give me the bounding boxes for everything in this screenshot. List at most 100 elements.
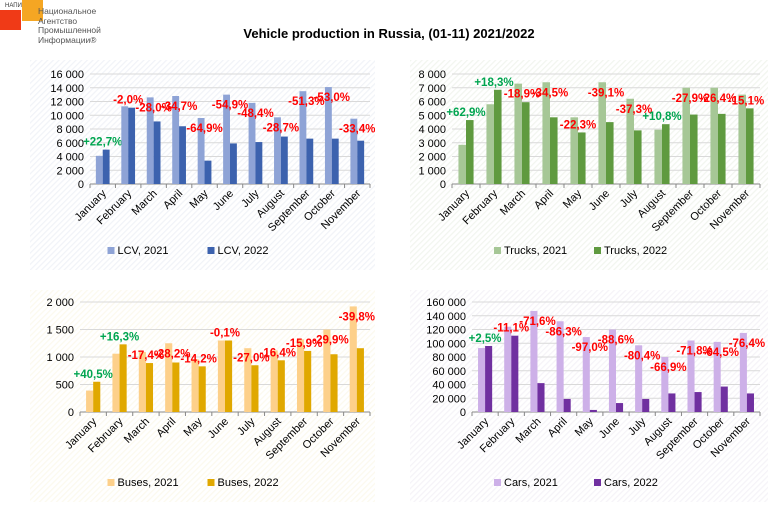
legend-label: Cars, 2022 (604, 477, 658, 489)
data-label: -39,8% (339, 311, 375, 323)
y-tick-label: 500 (56, 380, 74, 392)
legend-swatch (594, 479, 601, 486)
lcv-chart: 0 2 000 4 000 6 000 8 000 10 000 12 000 14 000 1… (30, 60, 375, 270)
data-label: -39,1% (588, 87, 624, 99)
bar-lcv-2022 (306, 138, 314, 184)
y-tick-label: 120 000 (426, 325, 466, 337)
bar-trucks-2022 (550, 117, 558, 184)
legend-label: Cars, 2021 (504, 477, 558, 489)
data-label: -33,4% (339, 124, 375, 136)
data-label: +18,3% (474, 77, 513, 89)
bar-buses-2021 (244, 348, 252, 412)
data-label: -17,4% (128, 350, 164, 362)
bar-buses-2021 (349, 306, 357, 412)
bar-cars-2021 (687, 340, 695, 412)
data-label: -28,7% (263, 122, 299, 134)
data-label: +2,5% (469, 333, 502, 345)
bar-lcv-2022 (280, 136, 288, 184)
data-label: -18,9% (504, 89, 540, 101)
bar-lcv-2022 (331, 138, 339, 184)
data-label: -37,3% (616, 104, 652, 116)
bar-cars-2021 (582, 337, 590, 412)
bar-cars-2022 (616, 403, 624, 412)
bar-trucks-2022 (662, 124, 670, 184)
legend-swatch (107, 479, 115, 486)
bar-lcv-2022 (204, 160, 212, 184)
data-label: -64,5% (703, 347, 739, 359)
y-tick-label: 100 000 (426, 338, 466, 350)
legend-label: LCV, 2022 (218, 245, 269, 257)
y-tick-label: 1 500 (46, 325, 74, 337)
trucks-chart: 0 1 000 2 000 3 000 4 000 5 000 6 000 7 000 8 00… (410, 60, 768, 270)
legend-swatch (207, 479, 215, 486)
bar-lcv-2021 (324, 87, 332, 184)
bar-buses-2022 (119, 344, 127, 412)
data-label: -29,9% (312, 335, 348, 347)
bar-trucks-2022 (494, 89, 502, 184)
bar-buses-2022 (304, 350, 312, 412)
data-label: -86,3% (545, 326, 581, 338)
y-tick-label: 10 000 (50, 110, 84, 122)
y-tick-label: 40 000 (432, 380, 466, 392)
legend-swatch (207, 247, 215, 254)
legend-label: LCV, 2021 (118, 245, 169, 257)
bar-cars-2022 (668, 393, 676, 412)
bar-buses-2022 (225, 340, 233, 412)
bar-trucks-2021 (738, 94, 746, 184)
y-tick-label: 8 000 (418, 69, 446, 81)
bar-buses-2021 (323, 329, 331, 412)
data-label: -16,4% (260, 347, 296, 359)
bar-cars-2022 (589, 409, 597, 412)
data-label: -76,4% (729, 338, 765, 350)
data-label: -15,1% (728, 95, 764, 107)
bar-cars-2021 (530, 310, 538, 412)
data-label: -27,9% (672, 93, 708, 105)
bar-lcv-2022 (179, 126, 186, 184)
logo-abbr: НАПИ (5, 3, 22, 9)
logo-orange-square (22, 0, 43, 21)
y-tick-label: 5 000 (418, 110, 446, 122)
bar-cars-2021 (556, 321, 564, 412)
data-label: +22,7% (83, 137, 122, 149)
cars-chart: 0 20 000 40 000 60 000 80 000 100 000 120 000 1… (410, 290, 768, 502)
bar-buses-2021 (217, 340, 225, 412)
legend-swatch (494, 479, 501, 486)
bar-trucks-2022 (746, 108, 754, 184)
y-tick-label: 16 000 (50, 69, 84, 81)
y-tick-label: 20 000 (432, 393, 466, 405)
y-tick-label: 2 000 (46, 297, 74, 309)
bar-buses-2021 (138, 352, 146, 412)
bar-trucks-2021 (598, 82, 606, 184)
bar-buses-2022 (356, 348, 364, 412)
y-tick-label: 2 000 (418, 152, 446, 164)
y-tick-label: 6 000 (56, 138, 84, 150)
y-tick-label: 0 (460, 407, 466, 419)
data-label: -71,8% (676, 346, 712, 358)
bar-lcv-2022 (230, 143, 237, 184)
data-label: -22,3% (560, 119, 596, 131)
bar-buses-2022 (251, 365, 259, 412)
bar-buses-2022 (198, 366, 206, 412)
bar-lcv-2022 (255, 142, 263, 184)
y-tick-label: 14 000 (50, 83, 84, 95)
data-label: -28,2% (154, 348, 190, 360)
bar-cars-2022 (563, 398, 571, 412)
y-tick-label: 80 000 (432, 352, 466, 364)
bar-cars-2022 (485, 346, 493, 412)
y-tick-label: 160 000 (426, 297, 466, 309)
data-label: -15,9% (286, 338, 322, 350)
data-label: +10,8% (642, 111, 681, 123)
y-tick-label: 0 (440, 179, 446, 191)
data-label: -51,3% (288, 96, 324, 108)
bar-buses-2022 (145, 363, 154, 412)
napi-logo: НАПИ Национальное Агентство Промышленной… (0, 0, 120, 55)
bar-lcv-2022 (357, 140, 365, 184)
bar-trucks-2022 (690, 114, 698, 184)
bar-cars-2021 (504, 326, 512, 412)
data-label: -80,4% (624, 350, 660, 362)
bar-cars-2021 (635, 345, 643, 412)
bar-buses-2021 (112, 353, 120, 412)
data-label: -2,0% (113, 95, 143, 107)
bar-buses-2021 (86, 390, 94, 412)
